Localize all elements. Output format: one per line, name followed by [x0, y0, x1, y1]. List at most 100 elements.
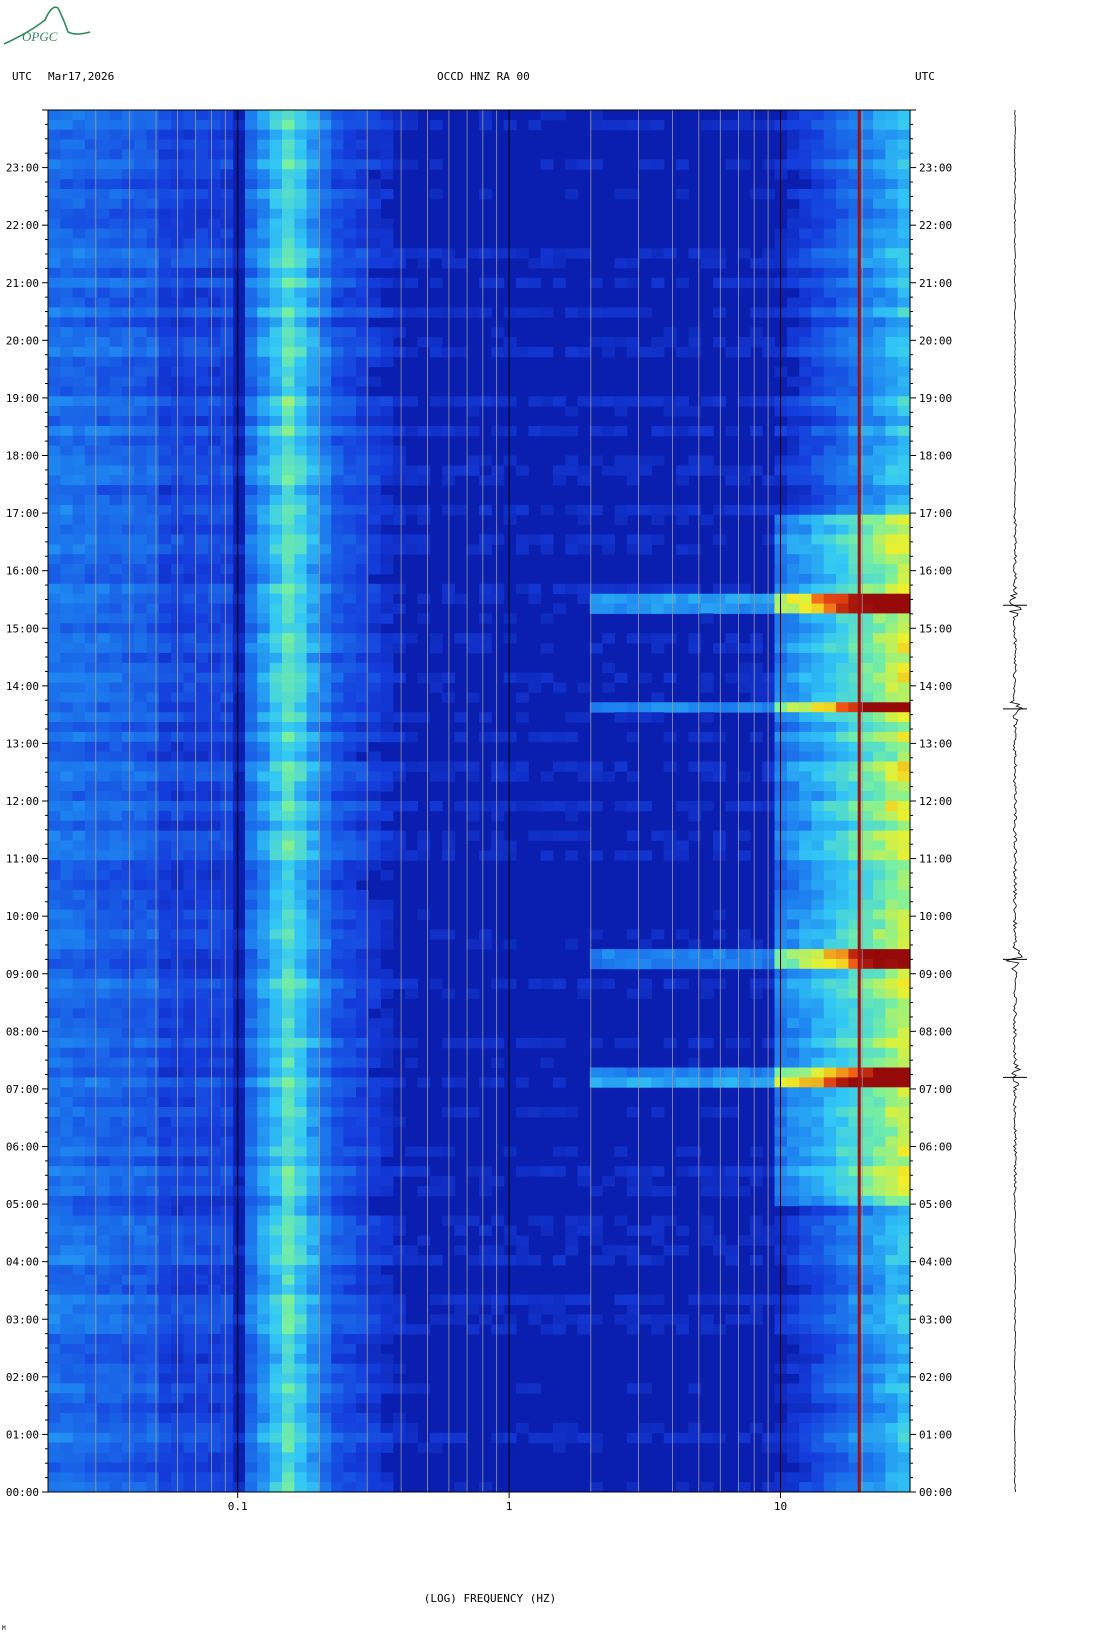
heatmap-cell	[380, 781, 394, 792]
heatmap-cell	[146, 267, 160, 279]
heatmap-cell	[343, 741, 357, 753]
heatmap-cell	[823, 524, 837, 535]
heatmap-cell	[331, 1037, 345, 1049]
heatmap-cell	[368, 1126, 382, 1138]
heatmap-cell	[897, 672, 911, 683]
heatmap-cell	[72, 248, 86, 259]
heatmap-cell	[823, 603, 837, 614]
heatmap-cell	[885, 524, 899, 535]
heatmap-cell	[873, 791, 886, 802]
heatmap-cell	[72, 1126, 86, 1138]
heatmap-cell	[466, 761, 480, 772]
heatmap-cell	[294, 337, 308, 348]
heatmap-cell	[811, 1136, 825, 1147]
heatmap-cell	[257, 1156, 271, 1167]
heatmap-cell	[848, 159, 862, 170]
heatmap-cell	[429, 119, 443, 131]
heatmap-cell	[208, 495, 221, 506]
heatmap-cell	[306, 475, 320, 486]
heatmap-cell	[786, 416, 800, 427]
heatmap-cell	[823, 1057, 837, 1068]
heatmap-cell	[848, 238, 862, 249]
heatmap-cell	[343, 583, 357, 595]
heatmap-cell	[355, 514, 369, 525]
heatmap-cell	[245, 949, 258, 960]
heatmap-cell	[195, 791, 209, 802]
heatmap-cell	[232, 465, 246, 476]
heatmap-cell	[183, 643, 197, 654]
heatmap-cell	[749, 425, 763, 437]
heatmap-cell	[737, 337, 751, 348]
heatmap-cell	[269, 435, 283, 447]
heatmap-cell	[897, 810, 911, 822]
heatmap-cell	[306, 820, 320, 831]
heatmap-cell	[97, 406, 111, 417]
heatmap-cell	[195, 850, 209, 861]
heatmap-cell	[134, 939, 148, 950]
heatmap-cell	[146, 958, 160, 970]
heatmap-cell	[60, 110, 74, 121]
heatmap-cell	[848, 722, 862, 733]
heatmap-cell	[146, 406, 160, 417]
heatmap-cell	[589, 583, 603, 595]
heatmap-cell	[318, 485, 332, 496]
heatmap-cell	[786, 662, 800, 674]
heatmap-cell	[282, 337, 295, 348]
heatmap-cell	[848, 583, 862, 595]
heatmap-cell	[836, 998, 849, 1009]
heatmap-cell	[700, 613, 714, 624]
heatmap-cell	[60, 889, 74, 901]
heatmap-cell	[405, 346, 418, 358]
heatmap-cell	[343, 574, 357, 585]
heatmap-cell	[565, 465, 579, 476]
heatmap-cell	[885, 504, 899, 516]
heatmap-cell	[897, 643, 911, 654]
heatmap-cell	[97, 287, 111, 298]
heatmap-cell	[663, 327, 677, 338]
heatmap-cell	[109, 1166, 123, 1177]
heatmap-cell	[306, 287, 320, 298]
heatmap-cell	[232, 988, 246, 999]
heatmap-cell	[491, 830, 505, 841]
heatmap-cell	[60, 1186, 74, 1197]
heatmap-cell	[343, 267, 357, 279]
heatmap-cell	[109, 534, 123, 545]
heatmap-cell	[479, 475, 492, 486]
heatmap-cell	[294, 416, 308, 427]
heatmap-cell	[676, 514, 689, 525]
heatmap-cell	[786, 110, 800, 121]
heatmap-cell	[146, 889, 160, 901]
heatmap-cell	[897, 909, 911, 920]
heatmap-cell	[158, 416, 172, 427]
heatmap-cell	[552, 258, 566, 269]
heatmap-cell	[245, 346, 258, 358]
heatmap-cell	[121, 317, 135, 328]
heatmap-cell	[331, 1077, 345, 1088]
heatmap-cell	[158, 1205, 172, 1216]
heatmap-cell	[331, 287, 345, 298]
heatmap-cell	[318, 623, 332, 634]
heatmap-cell	[282, 988, 295, 999]
heatmap-cell	[713, 1077, 726, 1088]
heatmap-cell	[134, 1205, 148, 1216]
heatmap-cell	[257, 978, 271, 989]
heatmap-cell	[602, 465, 615, 476]
heatmap-cell	[72, 672, 86, 683]
heatmap-cell	[528, 672, 542, 683]
heatmap-cell	[417, 425, 431, 437]
heatmap-cell	[48, 238, 61, 249]
heatmap-cell	[836, 781, 849, 792]
heatmap-cell	[873, 830, 886, 841]
heatmap-cell	[48, 307, 61, 318]
heatmap-cell	[848, 820, 862, 831]
heatmap-cell	[651, 396, 665, 407]
heatmap-cell	[208, 870, 221, 881]
heatmap-cell	[749, 702, 763, 713]
heatmap-cell	[146, 662, 160, 674]
heatmap-cell	[109, 583, 123, 595]
heatmap-cell	[257, 248, 271, 259]
heatmap-cell	[380, 761, 394, 772]
heatmap-cell	[183, 238, 197, 249]
heatmap-cell	[245, 909, 258, 920]
heatmap-cell	[183, 1028, 197, 1039]
